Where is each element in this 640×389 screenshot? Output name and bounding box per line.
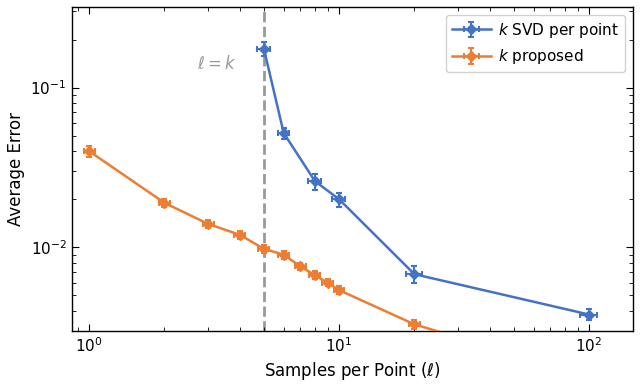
Y-axis label: Average Error: Average Error bbox=[7, 112, 25, 226]
X-axis label: Samples per Point ($\ell$): Samples per Point ($\ell$) bbox=[264, 360, 441, 382]
Text: $\ell = k$: $\ell = k$ bbox=[197, 55, 237, 73]
Legend: $k$ SVD per point, $k$ proposed: $k$ SVD per point, $k$ proposed bbox=[446, 14, 625, 72]
